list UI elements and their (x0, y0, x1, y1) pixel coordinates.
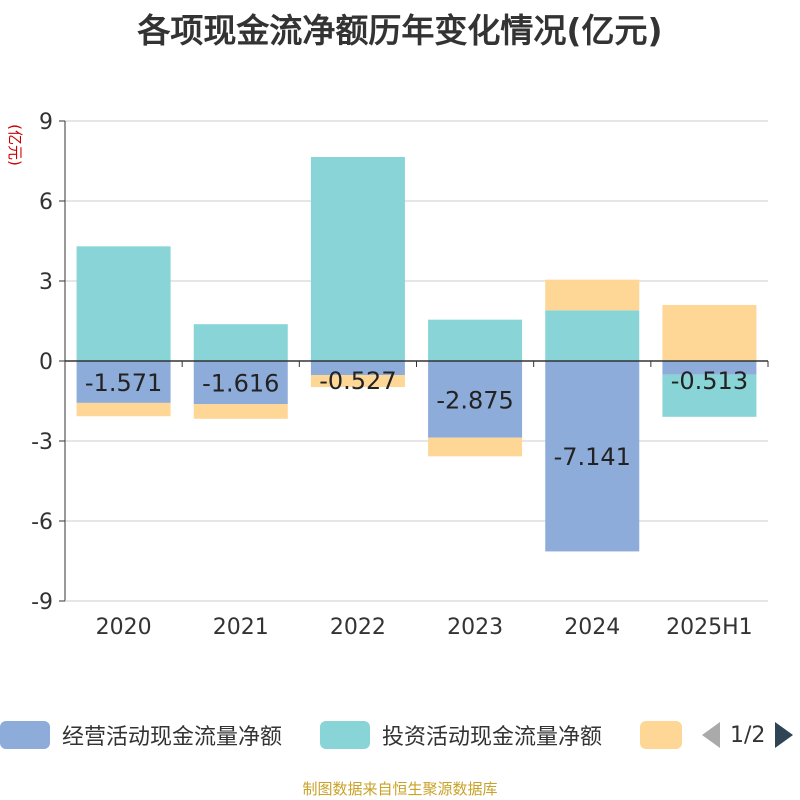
bar-2023-series-2[interactable] (428, 437, 523, 457)
x-tick-label: 2021 (213, 615, 269, 640)
bar-chart: 9 6 3 0 -3 -6 -9 2020 2021 2022 2023 2024 2025H1 -1.… (6, 110, 769, 640)
y-tick-label: 3 (39, 270, 53, 295)
legend-swatch-operating (0, 721, 50, 749)
bar-2020-series-1[interactable] (76, 246, 171, 361)
bar-2025H1-series-0[interactable] (662, 361, 757, 375)
bar-2022-series-2[interactable] (310, 375, 405, 388)
bar-2021-series-0[interactable] (193, 361, 288, 405)
data-label-2021: -1.616 (202, 370, 279, 398)
x-tick-label: 2023 (447, 615, 503, 640)
y-axis-label: (亿元) (6, 124, 24, 166)
bars (76, 157, 757, 552)
bar-2023-series-1[interactable] (428, 319, 523, 361)
bar-2021-series-2[interactable] (193, 404, 288, 419)
bar-2022-series-1[interactable] (310, 157, 405, 361)
legend-label-investing: 投资活动现金流量净额 (382, 725, 603, 750)
legend-page-indicator: 1/2 (730, 722, 766, 748)
y-tick-label: -3 (31, 430, 53, 455)
bar-2024-series-1[interactable] (545, 310, 640, 361)
x-tick-label: 2025H1 (666, 615, 753, 640)
bar-2024-series-0[interactable] (545, 361, 640, 552)
bar-2020-series-2[interactable] (76, 402, 171, 417)
y-tick-label: 9 (39, 110, 53, 135)
legend-swatch-investing (320, 721, 370, 749)
x-tick-label: 2024 (564, 615, 620, 640)
legend-label-operating: 经营活动现金流量净额 (62, 725, 283, 750)
data-label-2022: -0.527 (319, 367, 396, 395)
y-tick-label: -6 (31, 510, 53, 535)
data-label-2023: -2.875 (436, 386, 513, 414)
axes: 9 6 3 0 -3 -6 -9 2020 2021 2022 2023 2024 2025H1 (31, 110, 769, 640)
legend: 经营活动现金流量净额 投资活动现金流量净额 1/2 (0, 715, 800, 755)
y-tick-label: 0 (39, 350, 53, 375)
data-source-note: 制图数据来自恒生聚源数据库 (302, 780, 498, 798)
bar-2022-series-0[interactable] (310, 361, 405, 376)
data-label-2024: -7.141 (554, 443, 631, 471)
legend-next-icon[interactable] (775, 722, 794, 748)
legend-swatch-third (640, 721, 682, 749)
bar-2020-series-0[interactable] (76, 361, 171, 403)
chart-title: 各项现金流净额历年变化情况(亿元) (137, 11, 663, 50)
legend-item-operating[interactable]: 经营活动现金流量净额 (0, 715, 282, 755)
x-tick-label: 2022 (330, 615, 386, 640)
data-labels: -1.571 -1.616 -0.527 -2.875 -7.141 -0.513 (85, 367, 748, 471)
y-tick-label: -9 (31, 590, 53, 615)
bar-2023-series-0[interactable] (428, 361, 523, 438)
bar-2021-series-1[interactable] (193, 324, 288, 361)
x-tick-label: 2020 (96, 615, 152, 640)
legend-item-third[interactable] (640, 715, 682, 755)
bar-2025H1-series-2[interactable] (662, 305, 757, 361)
legend-prev-icon[interactable] (702, 722, 720, 748)
data-label-2025H1: -0.513 (671, 367, 748, 395)
legend-pager: 1/2 (702, 715, 794, 755)
bar-2025H1-series-1[interactable] (662, 374, 757, 417)
bar-2024-series-2[interactable] (545, 279, 640, 311)
y-tick-label: 6 (39, 190, 53, 215)
data-label-2020: -1.571 (85, 369, 162, 397)
legend-item-investing[interactable]: 投资活动现金流量净额 (320, 715, 602, 755)
